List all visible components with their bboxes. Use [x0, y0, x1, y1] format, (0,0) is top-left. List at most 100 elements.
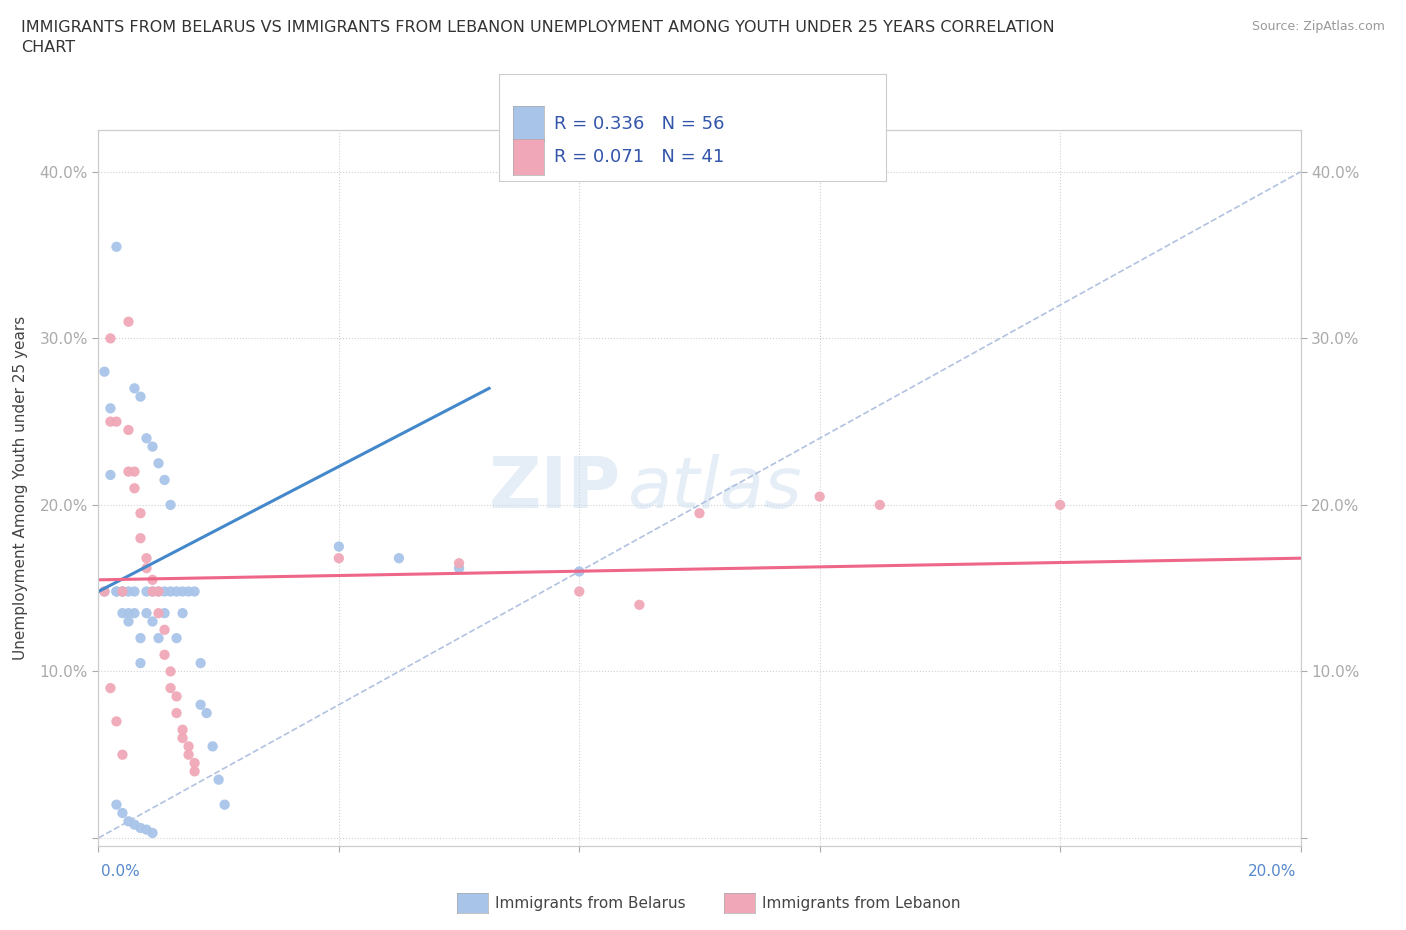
Point — [148, 456, 170, 471]
Point — [124, 464, 146, 479]
Point — [117, 614, 139, 629]
Point — [111, 584, 134, 599]
Point — [111, 805, 134, 820]
Point — [568, 565, 591, 579]
Point — [111, 748, 134, 763]
Point — [201, 739, 224, 754]
Point — [153, 605, 176, 620]
Point — [105, 714, 128, 729]
Point — [214, 797, 236, 812]
Point — [124, 605, 146, 620]
Point — [166, 706, 188, 721]
Point — [447, 556, 470, 571]
Point — [117, 584, 139, 599]
Point — [117, 464, 139, 479]
Point — [166, 631, 188, 645]
Point — [388, 551, 411, 565]
Point — [141, 439, 163, 454]
Point — [628, 597, 651, 612]
Point — [153, 647, 176, 662]
Point — [183, 584, 205, 599]
Point — [190, 698, 212, 712]
Text: CHART: CHART — [21, 40, 75, 55]
Text: IMMIGRANTS FROM BELARUS VS IMMIGRANTS FROM LEBANON UNEMPLOYMENT AMONG YOUTH UNDE: IMMIGRANTS FROM BELARUS VS IMMIGRANTS FR… — [21, 20, 1054, 35]
Point — [105, 239, 128, 254]
Point — [208, 772, 231, 787]
Point — [1049, 498, 1071, 512]
Point — [105, 584, 128, 599]
Text: 20.0%: 20.0% — [1249, 864, 1296, 879]
Point — [148, 584, 170, 599]
Point — [100, 681, 122, 696]
Point — [124, 381, 146, 396]
Point — [105, 414, 128, 429]
Point — [135, 584, 157, 599]
Point — [172, 605, 194, 620]
Text: 0.0%: 0.0% — [101, 864, 141, 879]
Point — [124, 584, 146, 599]
Point — [117, 314, 139, 329]
Point — [135, 551, 157, 565]
Point — [148, 631, 170, 645]
Point — [172, 584, 194, 599]
Point — [111, 584, 134, 599]
Point — [135, 605, 157, 620]
Point — [135, 822, 157, 837]
Point — [117, 814, 139, 829]
Point — [869, 498, 891, 512]
Point — [100, 414, 122, 429]
Point — [124, 817, 146, 832]
Point — [183, 764, 205, 778]
Point — [111, 584, 134, 599]
Point — [153, 622, 176, 637]
Point — [153, 584, 176, 599]
Point — [148, 605, 170, 620]
Point — [808, 489, 831, 504]
Point — [124, 481, 146, 496]
Text: R = 0.071   N = 41: R = 0.071 N = 41 — [554, 148, 724, 166]
Text: Source: ZipAtlas.com: Source: ZipAtlas.com — [1251, 20, 1385, 33]
Point — [172, 723, 194, 737]
Point — [177, 748, 200, 763]
Point — [141, 826, 163, 841]
Point — [129, 390, 152, 405]
Point — [105, 797, 128, 812]
Point — [93, 584, 115, 599]
Point — [117, 605, 139, 620]
Point — [177, 584, 200, 599]
Point — [568, 584, 591, 599]
Point — [129, 506, 152, 521]
Point — [117, 422, 139, 437]
Point — [166, 584, 188, 599]
Point — [183, 755, 205, 770]
Point — [111, 605, 134, 620]
Point — [129, 820, 152, 835]
Point — [135, 561, 157, 576]
Point — [172, 731, 194, 746]
Point — [153, 472, 176, 487]
Point — [129, 531, 152, 546]
Y-axis label: Unemployment Among Youth under 25 years: Unemployment Among Youth under 25 years — [14, 316, 28, 660]
Point — [141, 584, 163, 599]
Point — [93, 365, 115, 379]
Point — [93, 584, 115, 599]
Point — [689, 506, 711, 521]
Point — [135, 431, 157, 445]
Point — [328, 539, 350, 554]
Point — [166, 689, 188, 704]
Point — [129, 656, 152, 671]
Point — [141, 572, 163, 587]
Point — [177, 739, 200, 754]
Point — [195, 706, 218, 721]
Point — [148, 584, 170, 599]
Point — [159, 681, 181, 696]
Text: atlas: atlas — [627, 454, 801, 523]
Text: R = 0.336   N = 56: R = 0.336 N = 56 — [554, 114, 724, 133]
Point — [190, 656, 212, 671]
Point — [100, 401, 122, 416]
Point — [328, 551, 350, 565]
Point — [159, 584, 181, 599]
Point — [447, 561, 470, 576]
Point — [105, 584, 128, 599]
Point — [141, 584, 163, 599]
